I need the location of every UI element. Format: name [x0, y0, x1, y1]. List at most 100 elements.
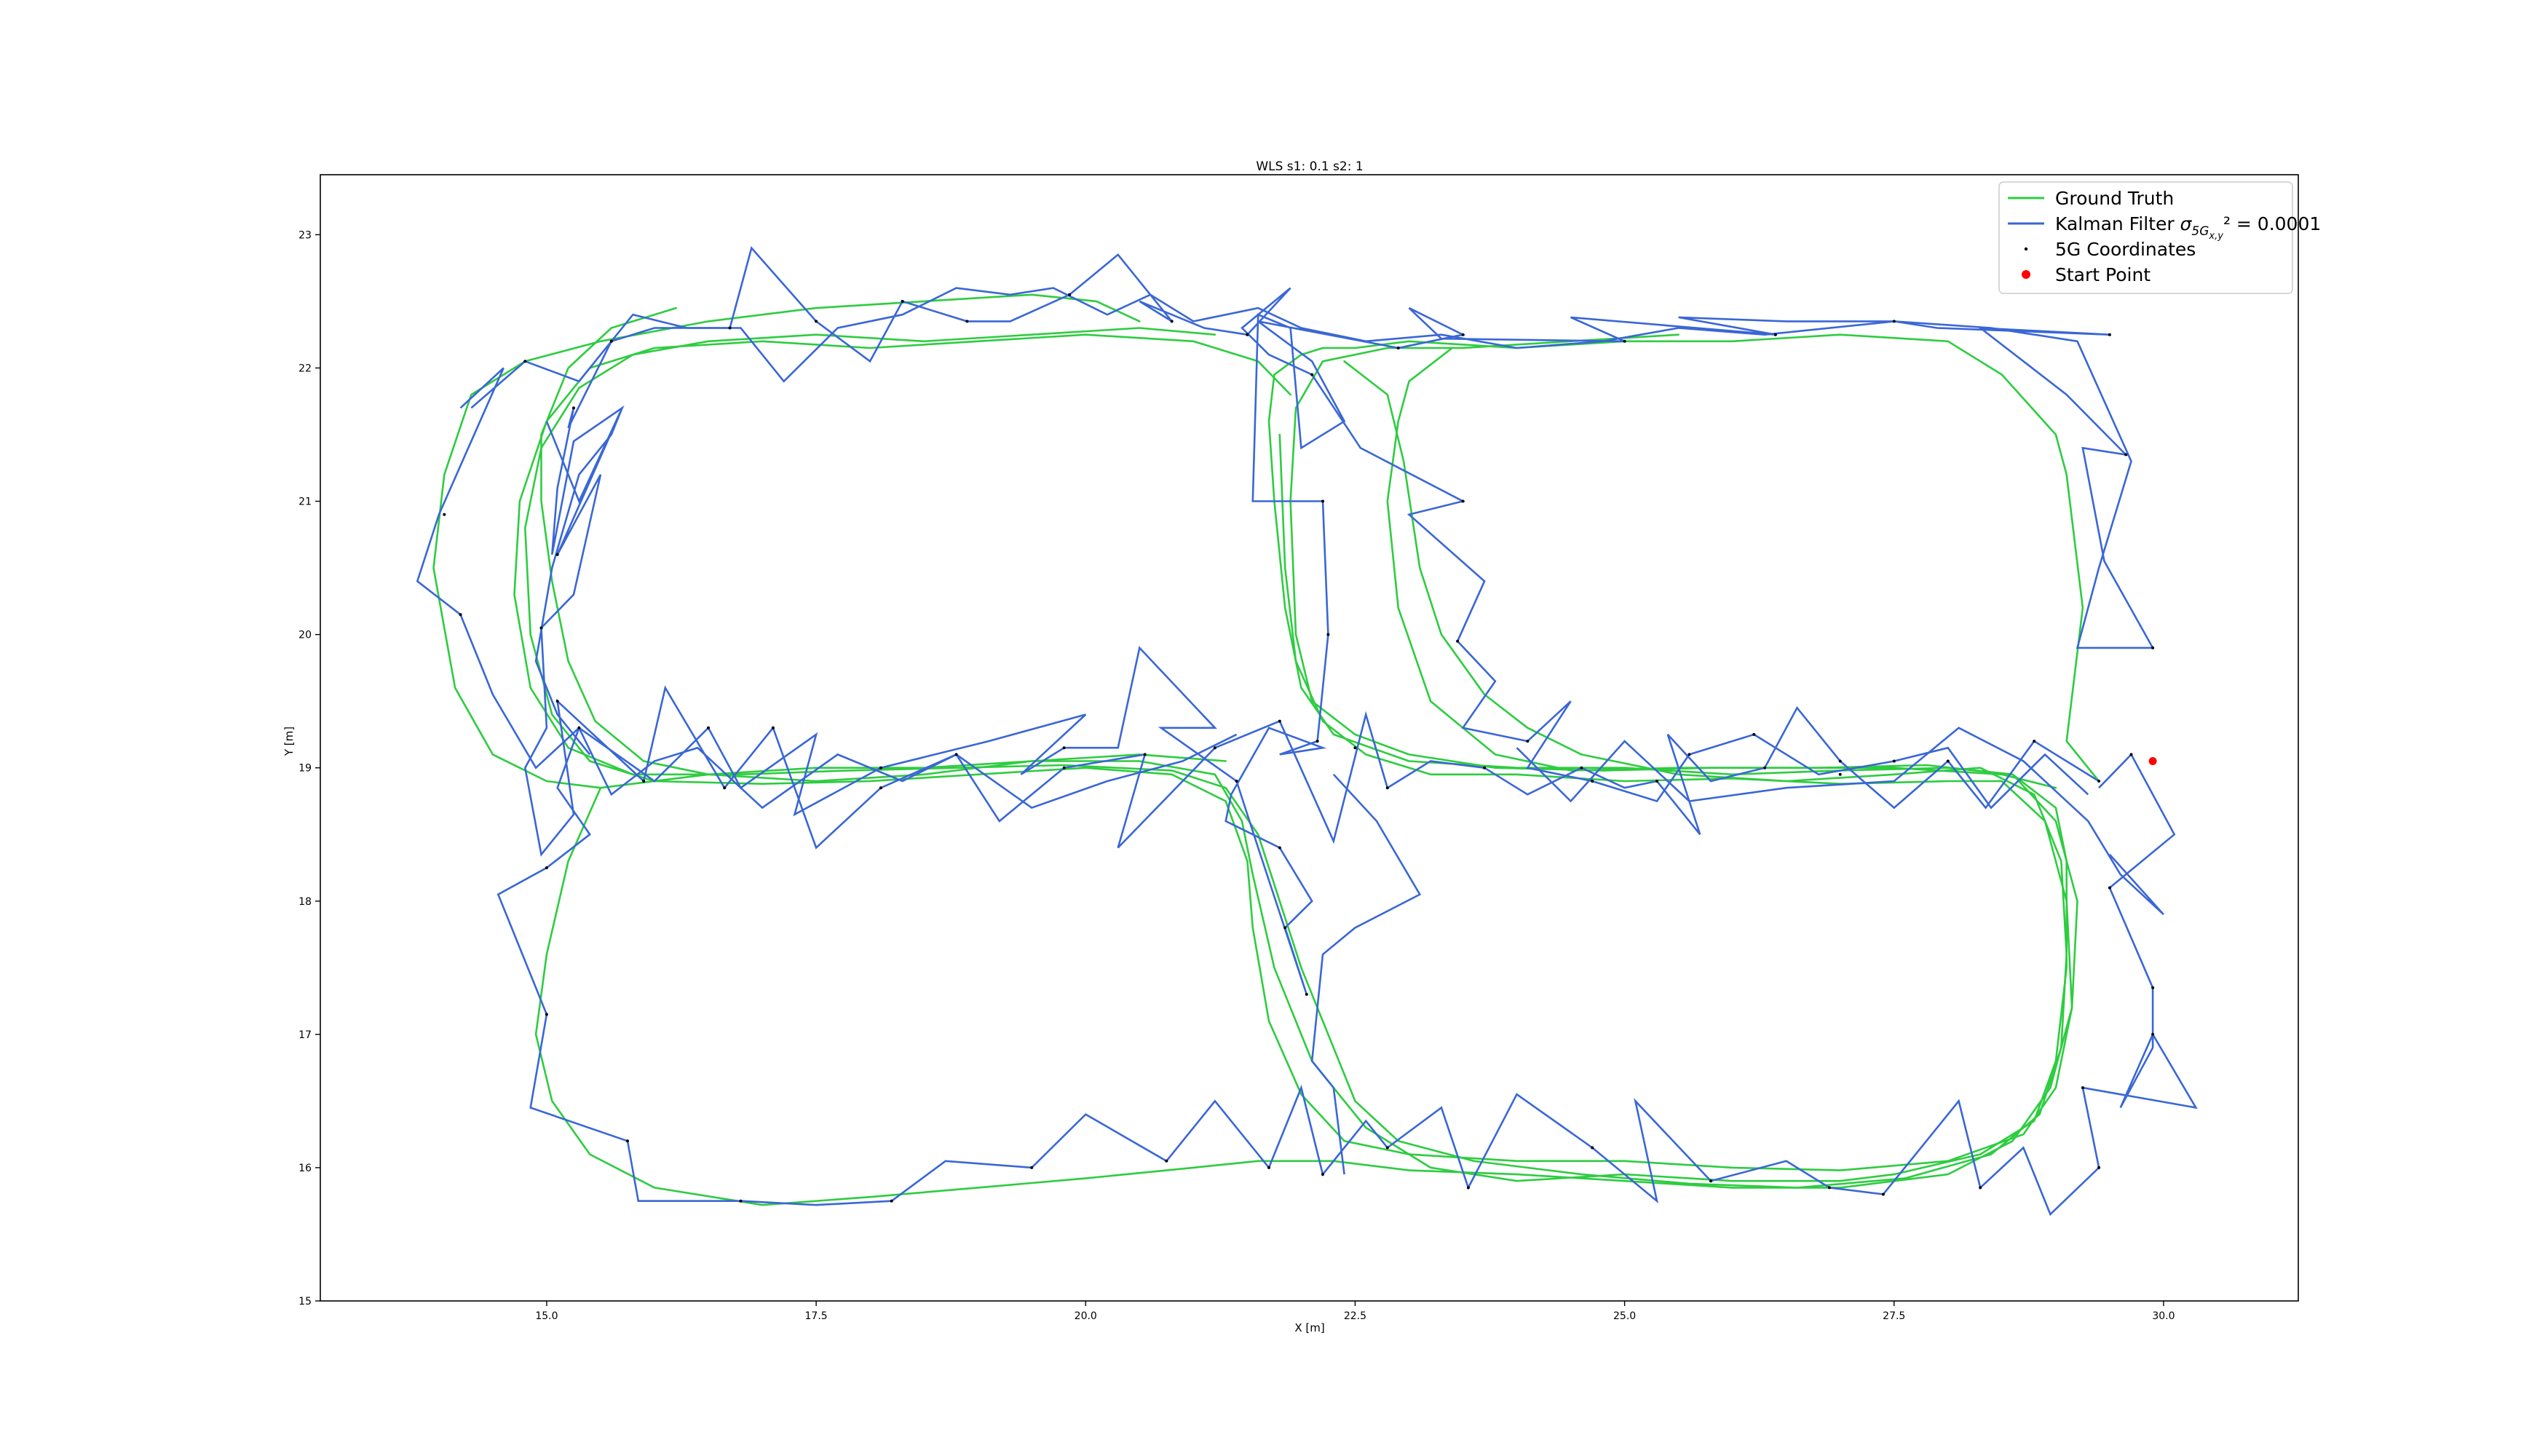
- x-tick-label: 17.5: [805, 1310, 828, 1322]
- series-coords: [443, 293, 2155, 1203]
- y-tick-label: 16: [298, 1163, 312, 1174]
- coordinate-point: [2097, 780, 2101, 783]
- coordinate-point: [1030, 1166, 1034, 1169]
- coordinate-point: [1170, 320, 1174, 323]
- coordinate-point: [1526, 740, 1530, 743]
- coordinate-point: [523, 360, 527, 363]
- coordinate-point: [771, 726, 775, 729]
- legend-label-coords: 5G Coordinates: [2055, 239, 2196, 260]
- coordinate-point: [2151, 1032, 2155, 1036]
- coordinate-point: [2033, 740, 2036, 743]
- kalman-filter-path: [1310, 773, 1422, 1175]
- coordinate-point: [1838, 772, 1842, 776]
- coordinate-point: [1979, 1186, 1982, 1190]
- coordinate-point: [1385, 786, 1389, 790]
- coordinate-point: [545, 1013, 548, 1016]
- coordinate-point: [1483, 766, 1487, 769]
- coordinate-point: [1278, 719, 1281, 723]
- coordinate-point: [1461, 499, 1465, 503]
- coordinate-point: [626, 1139, 629, 1143]
- legend-label-ground_truth: Ground Truth: [2055, 188, 2174, 209]
- coordinate-point: [1321, 499, 1324, 503]
- coordinate-point: [1321, 1173, 1324, 1176]
- coordinate-point: [539, 626, 543, 630]
- legend-label-start: Start Point: [2055, 264, 2151, 285]
- coordinate-point: [1773, 333, 1777, 336]
- coordinate-point: [1385, 1146, 1389, 1150]
- coordinate-point: [642, 780, 646, 783]
- coordinate-point: [1655, 780, 1658, 783]
- coordinate-point: [1315, 740, 1319, 743]
- coordinate-point: [815, 320, 818, 323]
- coordinate-point: [965, 320, 969, 323]
- coordinate-point: [443, 513, 446, 516]
- coordinate-point: [954, 753, 958, 756]
- x-tick-label: 27.5: [1883, 1310, 1905, 1322]
- coordinate-point: [1310, 373, 1314, 376]
- coordinate-point: [1062, 746, 1066, 750]
- coordinate-point: [901, 299, 904, 303]
- y-tick-label: 19: [298, 763, 312, 775]
- coordinate-point: [1213, 746, 1216, 750]
- kalman-filter-path: [523, 246, 2100, 857]
- coordinate-point: [723, 786, 727, 790]
- kalman-filter-path: [534, 407, 623, 756]
- coordinate-point: [1456, 639, 1460, 643]
- coordinate-point: [1591, 780, 1594, 783]
- coordinate-point: [2081, 1086, 2084, 1090]
- coordinate-point: [2108, 886, 2111, 890]
- coordinate-point: [1283, 926, 1287, 930]
- ground-truth-path: [1386, 347, 2057, 789]
- coordinate-point: [1466, 1186, 1470, 1190]
- coordinate-point: [1326, 633, 1330, 636]
- coordinate-point: [1062, 766, 1066, 769]
- coordinate-point: [707, 726, 710, 729]
- plot-area: [416, 246, 2198, 1216]
- coordinate-point: [572, 406, 575, 410]
- coordinate-point: [1143, 753, 1147, 756]
- coordinate-point: [1461, 333, 1465, 336]
- y-tick-label: 22: [298, 363, 312, 374]
- start-point: [2148, 757, 2157, 765]
- coordinate-point: [555, 700, 559, 703]
- coordinate-point: [1396, 347, 1400, 349]
- y-axis-label: Y [m]: [282, 727, 296, 756]
- coordinate-point: [890, 1199, 893, 1203]
- coordinate-point: [728, 326, 732, 330]
- coordinate-point: [459, 613, 462, 617]
- y-tick-label: 21: [298, 496, 312, 508]
- legend-swatch-start: [2022, 270, 2030, 279]
- coordinate-point: [1278, 846, 1281, 850]
- coordinate-point: [879, 786, 882, 790]
- coordinate-point: [1305, 992, 1308, 996]
- plot-frame: [320, 174, 2299, 1302]
- coordinate-point: [879, 766, 882, 769]
- ground-truth-path: [540, 306, 1227, 783]
- coordinate-point: [1838, 759, 1842, 763]
- x-tick-label: 20.0: [1075, 1310, 1097, 1322]
- y-tick-label: 18: [298, 896, 312, 908]
- coordinate-point: [1946, 759, 1950, 763]
- legend-swatch-coords: [2024, 247, 2028, 251]
- y-tick-label: 17: [298, 1029, 312, 1041]
- coordinate-point: [1623, 339, 1626, 343]
- coordinate-point: [609, 339, 613, 343]
- x-tick-label: 15.0: [535, 1310, 558, 1322]
- chart-title: WLS s1: 0.1 s2: 1: [1256, 159, 1363, 174]
- kalman-filter-path: [1516, 727, 2164, 916]
- coordinate-point: [1688, 753, 1691, 756]
- coordinate-point: [2129, 753, 2133, 756]
- coordinate-point: [1235, 780, 1238, 783]
- coordinate-point: [1881, 1192, 1885, 1196]
- coordinate-point: [1763, 766, 1767, 769]
- x-tick-label: 25.0: [1613, 1310, 1636, 1322]
- kalman-filter-path: [470, 287, 2153, 649]
- coordinate-point: [1827, 1186, 1831, 1190]
- coordinate-point: [1068, 293, 1072, 296]
- coordinate-point: [1752, 732, 1756, 736]
- coordinate-point: [1892, 759, 1896, 763]
- coordinate-point: [2097, 1166, 2101, 1169]
- coordinate-point: [1165, 1159, 1168, 1163]
